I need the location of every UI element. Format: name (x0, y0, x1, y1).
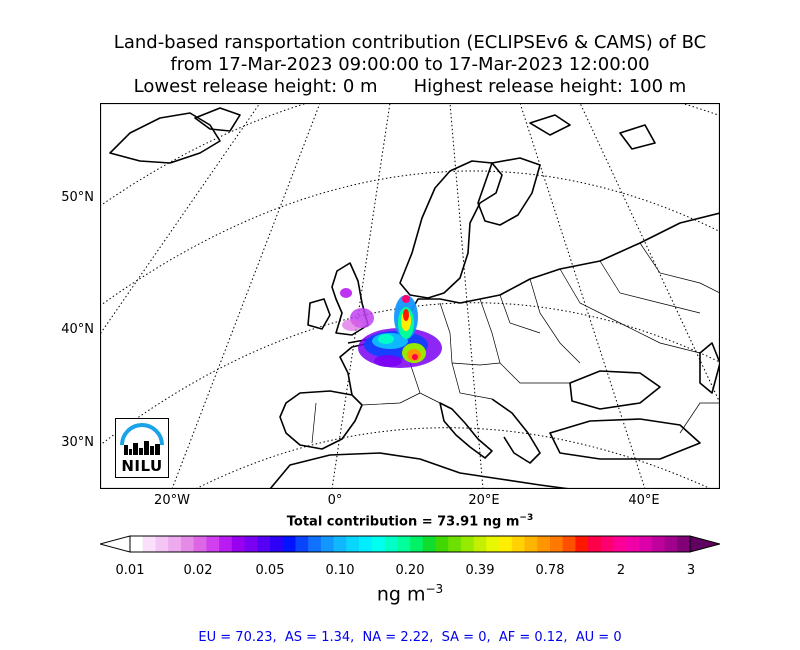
colorbar-cell (651, 536, 666, 552)
colorbar-tick-1: 0.02 (183, 563, 213, 578)
colorbar-cell (244, 536, 258, 552)
colorbar-cell (448, 536, 462, 552)
unit-base: ng m (376, 583, 426, 606)
lowest-release-height: Lowest release height: 0 m (133, 76, 378, 97)
colorbar-cell (626, 536, 640, 552)
map-svg (100, 103, 720, 489)
colorbar-cell (499, 536, 513, 552)
colorbar-cell (677, 536, 691, 552)
lat-label-50n: 50°N (61, 190, 94, 205)
colorbar-cell (346, 536, 360, 552)
colorbar-cell (575, 536, 589, 552)
colorbar (100, 535, 720, 553)
colorbar-cell (613, 536, 627, 552)
total-contribution-text: Total contribution = 73.91 ng m (286, 514, 520, 530)
colorbar-cell (410, 536, 424, 552)
total-contribution: Total contribution = 73.91 ng m−3 (0, 513, 800, 529)
colorbar-tick-4: 0.20 (395, 563, 425, 578)
colorbar-cell (257, 536, 271, 552)
lon-label-0: 0° (327, 493, 343, 508)
colorbar-cell (320, 536, 335, 552)
colorbar-frame (129, 535, 691, 553)
colorbar-cell (511, 536, 526, 552)
regional-contributions: EU = 70.23, AS = 1.34, NA = 2.22, SA = 0… (198, 630, 622, 645)
colorbar-cell (435, 536, 449, 552)
colorbar-tick-8: 3 (686, 563, 696, 578)
colorbar-cell (562, 536, 576, 552)
coastlines (109, 107, 720, 489)
colorbar-cell (473, 536, 487, 552)
colorbar-tick-5: 0.39 (465, 563, 495, 578)
colorbar-cell (537, 536, 551, 552)
lon-label-20e: 20°E (468, 493, 500, 508)
colorbar-max-extend (689, 535, 720, 553)
colorbar-cell (422, 536, 436, 552)
map-panel (100, 103, 720, 489)
time-range: from 17-Mar-2023 09:00:00 to 17-Mar-2023… (170, 54, 650, 75)
colorbar-cell (130, 536, 144, 552)
logo-text: NILU (121, 457, 163, 475)
concentration-plume (340, 288, 442, 368)
colorbar-tick-7: 2 (616, 563, 626, 578)
colorbar-tick-2: 0.05 (255, 563, 285, 578)
unit-exponent: −3 (425, 582, 444, 596)
colorbar-cell (168, 536, 182, 552)
colorbar-cell (371, 536, 386, 552)
colorbar-cell (550, 536, 564, 552)
colorbar-cell (206, 536, 220, 552)
nilu-logo: NILU (115, 418, 169, 478)
colorbar-unit: ng m−3 (0, 582, 800, 605)
colorbar-cell (270, 536, 284, 552)
colorbar-cell (664, 536, 678, 552)
colorbar-min-extend (100, 535, 131, 553)
colorbar-cell (282, 536, 296, 552)
colorbar-cell (588, 536, 602, 552)
colorbar-cell (397, 536, 411, 552)
colorbar-cell (384, 536, 398, 552)
colorbar-cell (219, 536, 233, 552)
lat-label-40n: 40°N (61, 322, 94, 337)
colorbar-cell (333, 536, 347, 552)
colorbar-cell (231, 536, 246, 552)
colorbar-cell (524, 536, 538, 552)
highest-release-height: Highest release height: 100 m (413, 76, 687, 97)
colorbar-cell (600, 536, 615, 552)
lon-label-20w: 20°W (154, 493, 190, 508)
colorbar-tick-0: 0.01 (115, 563, 145, 578)
colorbar-tick-3: 0.10 (325, 563, 355, 578)
colorbar-cell (639, 536, 653, 552)
colorbar-cell (155, 536, 169, 552)
colorbar-cell (308, 536, 322, 552)
colorbar-cell (193, 536, 207, 552)
map-title: Land-based ransportation contribution (E… (113, 32, 707, 53)
colorbar-cell (295, 536, 309, 552)
colorbar-cell (486, 536, 500, 552)
colorbar-tick-6: 0.78 (535, 563, 565, 578)
lat-label-30n: 30°N (61, 435, 94, 450)
colorbar-cell (359, 536, 373, 552)
colorbar-cell (180, 536, 195, 552)
country-borders (311, 242, 720, 444)
lon-label-40e: 40°E (628, 493, 660, 508)
release-heights: Lowest release height: 0 m Highest releas… (0, 76, 800, 98)
colorbar-cell (142, 536, 156, 552)
logo-graphic (120, 423, 164, 455)
colorbar-cell (460, 536, 475, 552)
graticule-latitudes (100, 103, 720, 489)
graticule-meridians (100, 103, 720, 489)
total-contribution-exponent: −3 (519, 513, 534, 523)
